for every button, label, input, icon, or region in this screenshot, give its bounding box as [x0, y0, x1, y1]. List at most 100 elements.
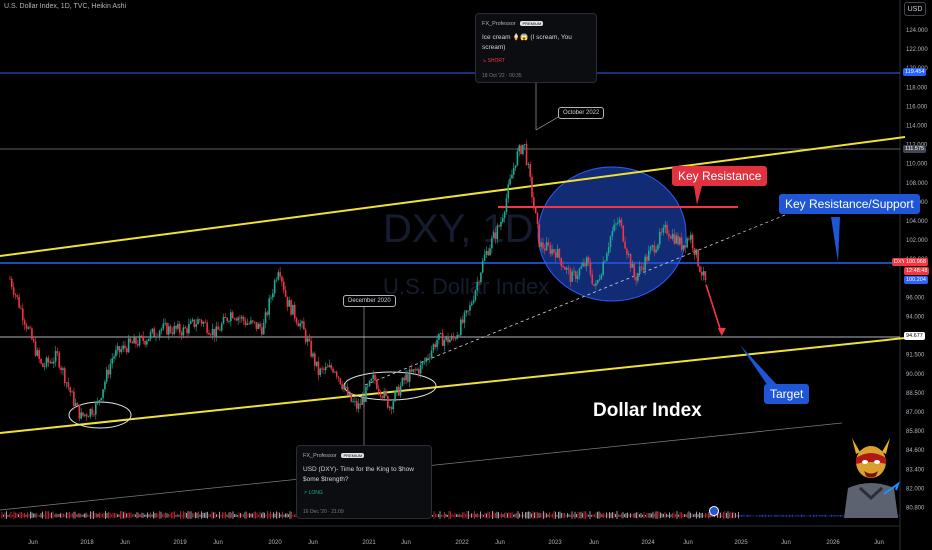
candle-body	[523, 144, 526, 145]
candle-body	[84, 414, 86, 416]
candle-body	[100, 397, 103, 401]
candle-body	[394, 391, 396, 402]
candle-body	[361, 397, 364, 405]
candle-body	[564, 267, 566, 270]
candle-body	[545, 242, 548, 251]
candle-body	[496, 225, 499, 239]
candle-body	[339, 378, 342, 385]
candle-body	[105, 369, 108, 382]
y-tick-label: 80.800	[906, 506, 925, 512]
idea-card-short[interactable]: FX_Professor PREMIUM Ice cream 🍦😱 (I scr…	[475, 13, 597, 83]
candle-body	[60, 367, 62, 371]
candle-body	[330, 365, 333, 369]
candle-body	[664, 224, 667, 228]
candle-body	[505, 198, 508, 212]
candle-body	[45, 357, 48, 367]
y-tick-label: 118.000	[906, 85, 928, 91]
candle-body	[461, 319, 464, 323]
candle-body	[180, 332, 183, 336]
x-tick-label: 2021	[362, 540, 376, 546]
y-tick-label: 110.000	[906, 162, 928, 168]
watermark-ticker: DXY, 1D	[383, 207, 534, 251]
idea-card-long[interactable]: FX_Professor PREMIUM USD (DXY)- Time for…	[296, 445, 432, 519]
candle-body	[175, 325, 177, 329]
candle-body	[604, 260, 606, 262]
candle-body	[396, 386, 398, 392]
candle-body	[671, 233, 674, 239]
candle-body	[627, 254, 630, 255]
candle-body	[571, 271, 573, 282]
candle-body	[32, 339, 35, 342]
candle-body	[492, 232, 495, 239]
candle-body	[335, 371, 338, 377]
low-2018-circle	[68, 401, 132, 429]
candle-body	[337, 376, 340, 379]
candle-body	[301, 321, 303, 324]
y-tick-label: 83.400	[906, 467, 925, 473]
candle-body	[553, 249, 555, 253]
candle-body	[244, 320, 247, 325]
candle-body	[127, 338, 130, 353]
candle-body	[542, 242, 544, 249]
candle-body	[321, 368, 323, 370]
candle-body	[547, 242, 550, 246]
candle-body	[215, 326, 218, 338]
target-label: Target	[764, 384, 810, 404]
candle-body	[414, 369, 416, 371]
candle-body	[166, 322, 168, 335]
candle-body	[439, 333, 442, 334]
candle-body	[359, 403, 362, 405]
candle-body	[56, 351, 59, 353]
candle-body	[509, 178, 511, 185]
candle-body	[697, 249, 699, 267]
candle-body	[240, 316, 243, 319]
candle-body	[115, 350, 117, 357]
key-resistance-support-label: Key Resistance/Support	[779, 194, 920, 214]
candle-body	[71, 391, 73, 393]
watermark-name: U.S. Dollar Index	[383, 274, 550, 299]
candle-body	[146, 341, 148, 345]
candle-body	[222, 316, 225, 324]
us-flag-icon[interactable]	[709, 506, 719, 516]
candle-body	[416, 369, 418, 371]
candle-body	[578, 268, 581, 276]
candle-body	[171, 332, 174, 335]
candle-body	[233, 318, 236, 319]
candle-body	[34, 341, 37, 356]
candle-body	[533, 197, 535, 207]
idea-author[interactable]: FX_Professor	[303, 453, 337, 459]
candle-body	[695, 249, 698, 255]
candle-body	[423, 361, 426, 363]
candle-body	[669, 236, 672, 239]
candle-body	[642, 267, 645, 271]
candle-body	[206, 322, 208, 333]
candle-body	[109, 363, 112, 375]
candle-body	[576, 275, 579, 279]
candle-body	[481, 260, 484, 273]
callout-december-2020: December 2020	[343, 295, 396, 307]
candle-body	[522, 144, 524, 154]
candle-body	[476, 281, 479, 291]
idea-author[interactable]: FX_Professor	[482, 21, 516, 27]
candle-body	[575, 271, 577, 279]
candle-body	[40, 358, 42, 364]
candle-body	[425, 357, 427, 362]
currency-button[interactable]: USD	[904, 2, 926, 16]
candle-body	[319, 368, 322, 376]
candle-body	[82, 412, 84, 416]
candle-body	[67, 382, 70, 388]
idea-title[interactable]: Ice cream 🍦😱 (I scream, You scream)	[482, 34, 572, 51]
candle-body	[646, 256, 648, 261]
candle-body	[250, 320, 252, 324]
candle-body	[246, 323, 249, 325]
symbol-header: U.S. Dollar Index, 1D, TVC, Heikin Ashi	[4, 3, 127, 10]
candle-body	[104, 381, 106, 390]
y-tick-label: 114.000	[906, 124, 928, 130]
candle-body	[660, 231, 663, 233]
candle-body	[613, 224, 615, 232]
idea-title[interactable]: USD (DXY)- Time for the King to $how $om…	[303, 466, 414, 483]
candle-body	[304, 329, 307, 342]
candle-body	[261, 327, 263, 335]
candle-body	[188, 323, 190, 334]
